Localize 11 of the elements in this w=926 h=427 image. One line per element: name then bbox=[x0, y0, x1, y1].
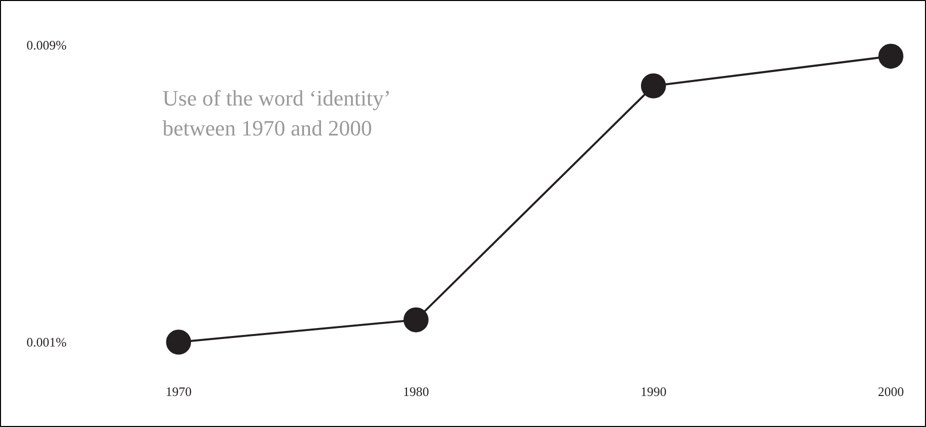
x-tick-label: 2000 bbox=[878, 384, 904, 399]
point bbox=[878, 44, 904, 69]
y-tick-label: 0.001% bbox=[26, 334, 67, 350]
point bbox=[166, 330, 192, 355]
x-tick-label: 1990 bbox=[640, 384, 666, 399]
x-tick-label: 1970 bbox=[166, 384, 192, 399]
point bbox=[404, 307, 429, 332]
point bbox=[640, 73, 666, 98]
y-tick-label: 0.009% bbox=[26, 38, 67, 53]
text: Use of the word ‘identity’ between 1970 and 2000 bbox=[162, 86, 391, 140]
x-tick-label: 1980 bbox=[403, 384, 430, 399]
